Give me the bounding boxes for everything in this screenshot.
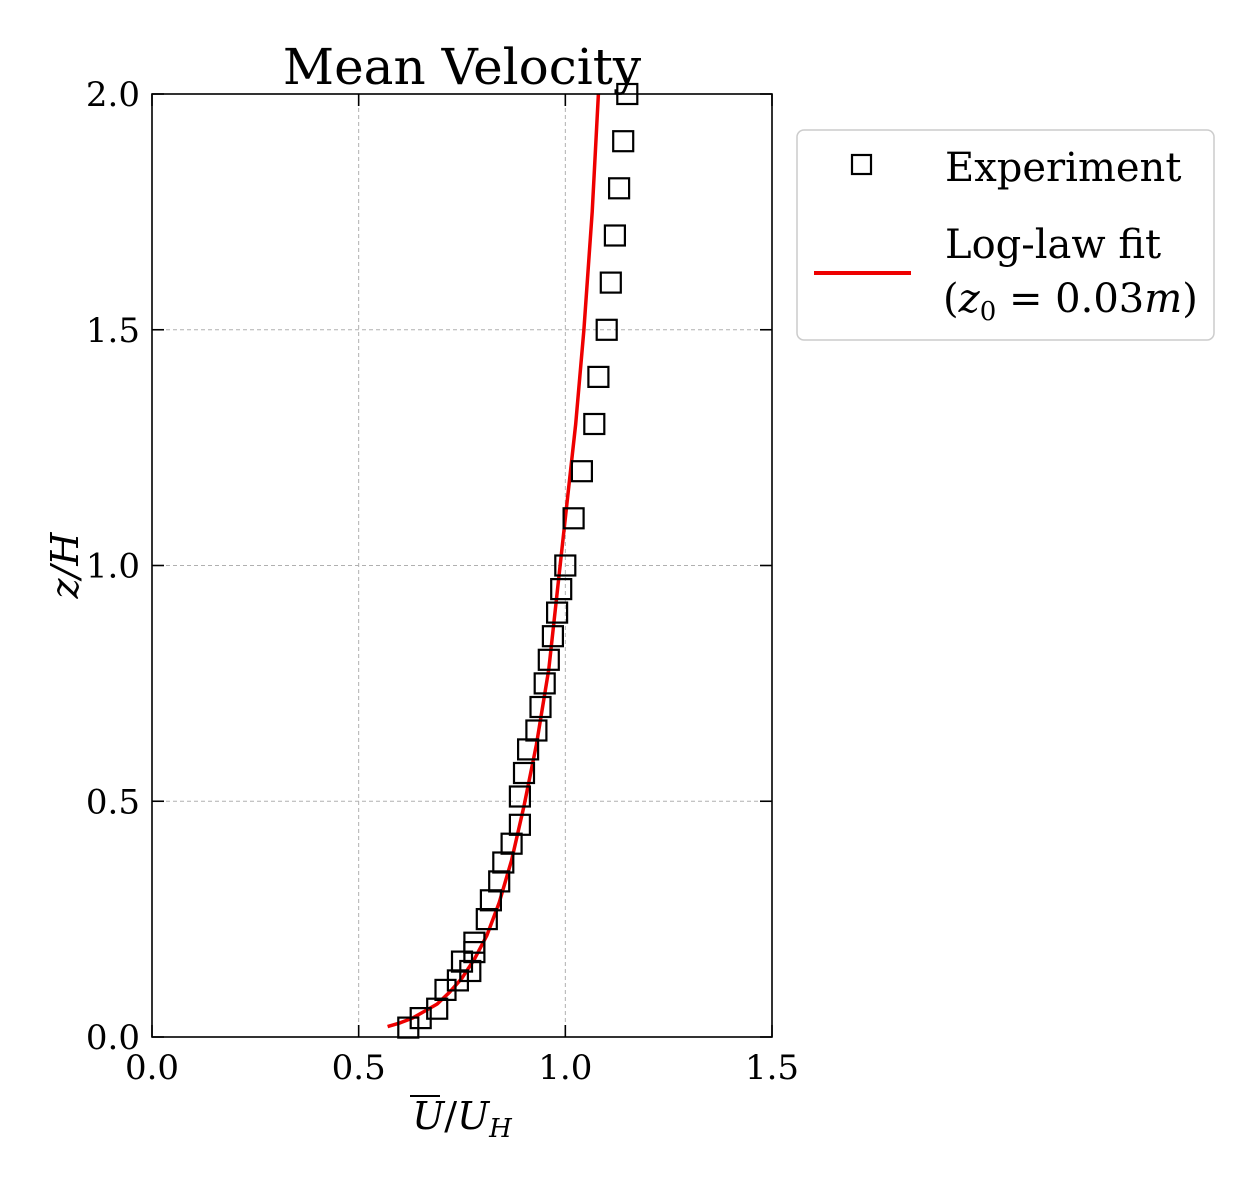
legend-marker-experiment [850,153,873,176]
x-label-sub: H [488,1114,513,1144]
x-tick-label: 0.0 [125,1048,179,1088]
experiment-point [508,813,531,836]
experiment-point [541,625,565,648]
experiment-point [492,851,515,874]
experiment-point [612,130,635,153]
experiment-point [583,412,606,436]
y-tick-label: 2.0 [86,75,140,115]
y-tick-label: 0.0 [86,1018,140,1058]
experiment-point [599,271,622,294]
y-tick-label: 0.5 [86,782,140,822]
legend-label-log-law-fit-line2: (z0 = 0.03m) [943,276,1198,327]
experiment-point [475,907,498,931]
x-label-base: U [457,1094,491,1138]
x-tick-label: 1.0 [538,1048,592,1088]
experiment-point [533,672,556,695]
ticks [151,93,773,1038]
experiment-point [426,997,449,1020]
experiment-point [603,224,627,247]
legend-label-log-law-fit: Log-law fit [945,222,1161,268]
y-axis-label: z/H [43,532,87,600]
experiment-point [562,507,585,530]
x-label-slash: / [444,1094,457,1138]
experiment-point [463,931,486,954]
experiment-point [607,177,631,200]
experiment-point [545,601,569,624]
legend-paren-close: ) [1182,276,1198,322]
grid [152,94,772,1037]
experiment-point [570,460,594,483]
legend-eq: = 0.03 [996,276,1144,322]
experiment-point [508,785,531,808]
legend-label-experiment: Experiment [945,145,1181,191]
x-tick-label: 1.5 [745,1048,799,1088]
x-label-main: U [412,1094,446,1138]
experiment-point [554,554,577,577]
legend-var: z [958,276,981,322]
y-tick-label: 1.5 [86,311,140,351]
experiment-point [529,695,552,719]
legend-unit: m [1144,276,1182,322]
legend: Experiment Log-law fit (z0 = 0.03m) [796,129,1215,341]
x-axis-label: U/UH [412,1094,513,1144]
experiment-point [587,365,610,388]
chart-title: Mean Velocity [283,38,642,96]
series-log-law-fit [387,93,601,1029]
experiment-point [595,318,618,341]
log-law-fit-line [387,93,601,1029]
experiment-point [525,719,548,742]
series-experiment [397,82,639,1039]
experiment-point [537,648,560,671]
legend-sub: 0 [980,297,997,327]
legend-box [796,129,1215,341]
experiment-point [512,761,536,785]
tick-labels: 0.0 0.5 1.0 1.5 0.0 0.5 1.0 1.5 2.0 [86,75,799,1088]
experiment-point [479,889,502,912]
experiment-point [550,577,573,601]
legend-paren-open: ( [943,276,959,322]
y-tick-label: 1.0 [86,547,140,587]
x-tick-label: 0.5 [332,1048,386,1088]
